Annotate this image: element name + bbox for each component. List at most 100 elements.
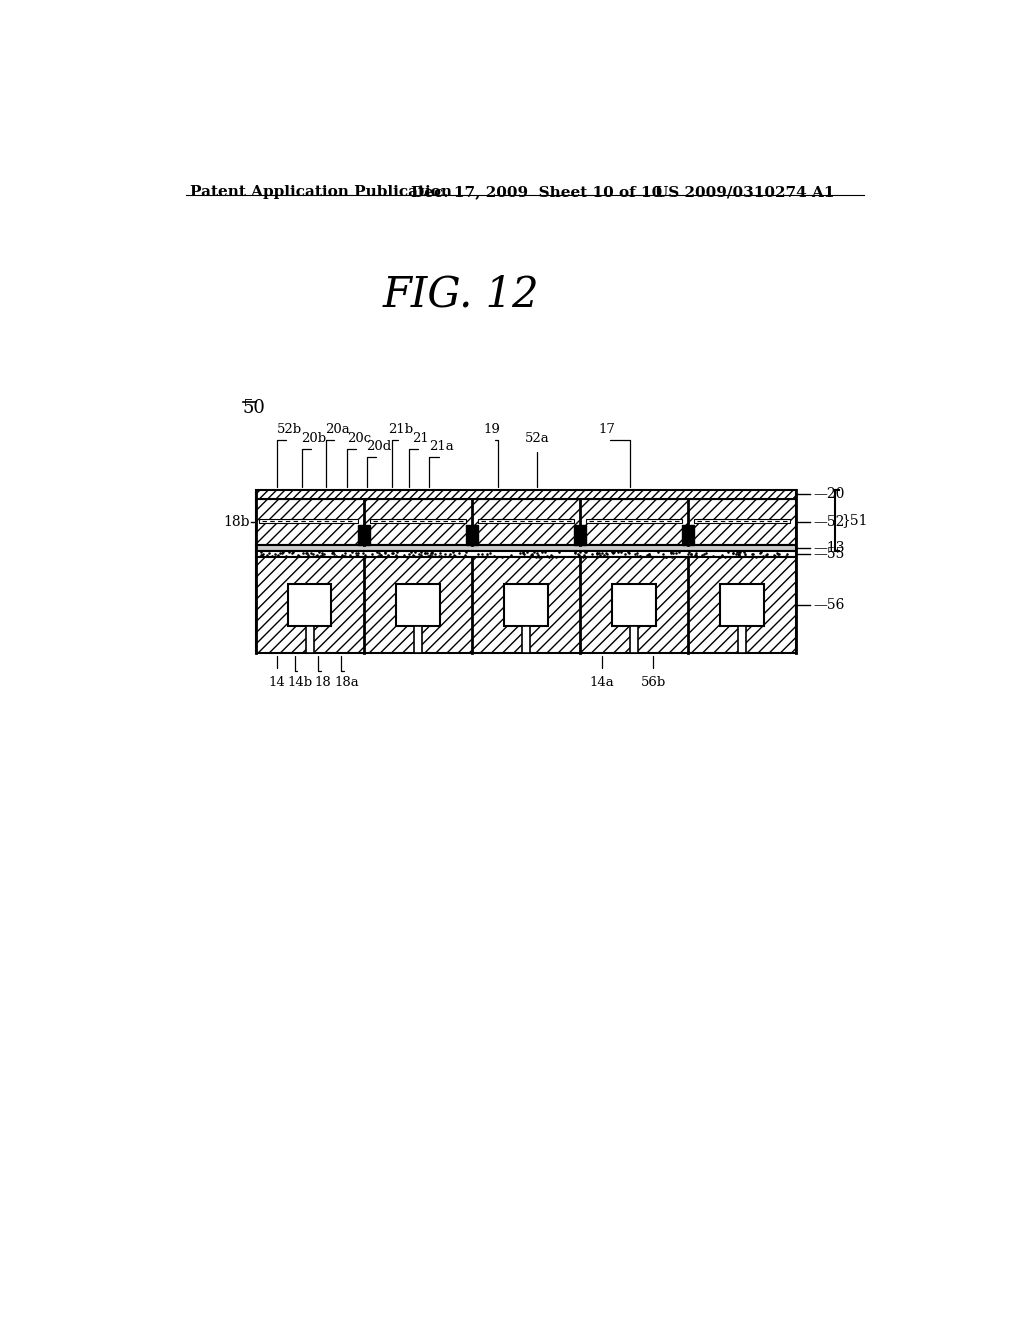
Point	[470, 544, 486, 565]
Point	[271, 543, 288, 564]
Bar	[682, 525, 694, 545]
Point	[575, 545, 592, 566]
Point	[295, 543, 311, 564]
Point	[589, 546, 605, 568]
Point	[731, 544, 748, 565]
Point	[485, 545, 502, 566]
Point	[570, 544, 587, 565]
Point	[334, 545, 350, 566]
Bar	[586, 519, 682, 523]
Point	[769, 544, 785, 565]
Point	[519, 541, 536, 562]
Point	[263, 545, 280, 566]
Point	[682, 544, 698, 565]
Bar	[256, 499, 796, 545]
Bar	[256, 490, 796, 499]
Text: —55: —55	[813, 548, 845, 561]
Point	[713, 546, 729, 568]
Point	[680, 544, 696, 565]
Point	[451, 543, 467, 564]
Point	[589, 543, 605, 564]
Bar	[256, 552, 796, 557]
Point	[406, 544, 422, 565]
Point	[732, 541, 749, 562]
Point	[413, 541, 429, 562]
Point	[385, 543, 401, 564]
Bar	[259, 519, 357, 523]
Point	[334, 545, 350, 566]
Point	[697, 543, 714, 564]
Point	[350, 545, 367, 566]
Point	[598, 543, 614, 564]
Point	[479, 543, 496, 564]
Point	[748, 546, 764, 568]
Point	[577, 541, 593, 562]
Point	[325, 541, 341, 562]
Point	[442, 543, 459, 564]
Point	[364, 544, 380, 565]
Point	[566, 543, 583, 564]
Point	[730, 544, 746, 565]
Point	[778, 543, 795, 564]
Point	[683, 545, 699, 566]
Point	[523, 543, 540, 564]
Point	[458, 541, 474, 562]
Point	[539, 545, 555, 566]
Text: —56: —56	[813, 598, 845, 612]
Point	[300, 545, 316, 566]
Point	[605, 541, 622, 562]
Point	[621, 543, 637, 564]
Point	[694, 544, 711, 565]
Bar	[630, 626, 638, 653]
Point	[269, 544, 286, 565]
Bar	[305, 626, 314, 653]
Text: 20b: 20b	[301, 432, 327, 445]
Point	[380, 546, 396, 568]
Point	[343, 541, 359, 562]
Point	[304, 544, 321, 565]
Point	[417, 543, 433, 564]
Point	[711, 546, 727, 568]
Point	[688, 544, 705, 565]
Point	[407, 541, 423, 562]
Point	[503, 545, 519, 566]
Text: Dec. 17, 2009  Sheet 10 of 10: Dec. 17, 2009 Sheet 10 of 10	[411, 185, 663, 199]
Point	[419, 543, 435, 564]
Text: —13: —13	[813, 541, 845, 554]
Bar	[612, 583, 655, 626]
Point	[632, 546, 648, 568]
Point	[369, 541, 385, 562]
Point	[431, 543, 447, 564]
Point	[267, 544, 284, 565]
Text: 18a: 18a	[334, 676, 359, 689]
Point	[355, 543, 372, 564]
Point	[627, 543, 643, 564]
Point	[395, 544, 412, 565]
Point	[427, 544, 443, 565]
Point	[544, 545, 560, 566]
Point	[268, 545, 285, 566]
Point	[641, 544, 657, 565]
Bar	[289, 583, 332, 626]
Point	[457, 544, 473, 565]
Point	[770, 544, 786, 565]
Point	[400, 544, 417, 565]
Text: 52a: 52a	[525, 432, 550, 445]
Point	[680, 541, 696, 562]
Point	[328, 545, 344, 566]
Point	[596, 544, 612, 565]
Point	[370, 545, 386, 566]
Point	[444, 541, 461, 562]
Point	[666, 543, 682, 564]
Bar	[370, 519, 466, 523]
Point	[274, 541, 291, 562]
Text: Patent Application Publication: Patent Application Publication	[190, 185, 452, 199]
Text: 20d: 20d	[366, 440, 391, 453]
Point	[620, 541, 636, 562]
Point	[336, 545, 352, 566]
Bar	[737, 626, 746, 653]
Point	[337, 546, 353, 568]
Point	[514, 543, 530, 564]
Bar	[505, 583, 548, 626]
Point	[567, 541, 584, 562]
